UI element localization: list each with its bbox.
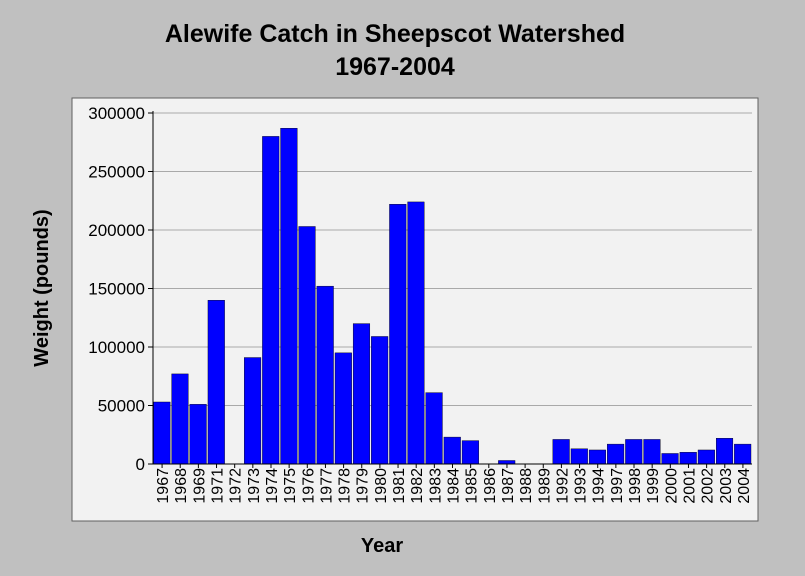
bar-1992 [552, 439, 570, 465]
bar-1968 [171, 373, 189, 465]
y-tick-label: 100000 [88, 338, 145, 357]
x-tick-label-1999: 1999 [645, 468, 662, 504]
axes [148, 111, 752, 468]
bar-1973 [244, 357, 262, 465]
x-tick-label-1986: 1986 [482, 468, 499, 504]
x-tick-label-1982: 1982 [409, 468, 426, 504]
bar-1983 [425, 392, 443, 465]
bar-1994 [588, 449, 606, 465]
y-axis-label: Weight (pounds) [31, 209, 53, 366]
x-tick-label-1993: 1993 [573, 468, 590, 504]
bar-1975 [280, 128, 298, 465]
bar-1969 [189, 404, 207, 465]
bar-2004 [734, 443, 752, 465]
x-tick-label-1987: 1987 [500, 468, 517, 504]
x-tick-label-1973: 1973 [246, 468, 263, 504]
grid-lines [153, 112, 752, 406]
x-tick-label-1978: 1978 [337, 468, 354, 504]
bar-1979 [352, 323, 371, 465]
x-tick-label-1979: 1979 [355, 468, 372, 504]
bar-2003 [715, 438, 734, 465]
x-tick-label-1984: 1984 [446, 468, 463, 504]
x-tick-labels: 1967 1968 1969 1971 1972 1973 1974 1975 1976 1977… [155, 468, 753, 504]
bar-1984 [443, 436, 461, 465]
bar-1981 [389, 204, 407, 465]
bar-2001 [679, 452, 697, 465]
bar-1978 [334, 352, 352, 465]
chart-title-line-2: 1967-2004 [335, 53, 455, 81]
bar-2002 [697, 449, 715, 465]
x-tick-label-1989: 1989 [536, 468, 553, 504]
y-tick-labels: 0 50000 100000 150000 200000 250000 300000 [88, 104, 145, 474]
x-tick-label-1994: 1994 [591, 468, 608, 504]
bars [153, 128, 752, 465]
x-tick-label-1976: 1976 [300, 468, 317, 504]
x-tick-label-1972: 1972 [228, 468, 245, 504]
x-tick-label-1988: 1988 [518, 468, 535, 504]
x-tick-label-1967: 1967 [155, 468, 172, 504]
y-tick-label: 0 [136, 455, 145, 474]
bar-1998 [625, 439, 643, 465]
x-tick-label-1985: 1985 [464, 468, 481, 504]
x-tick-label-1968: 1968 [173, 468, 190, 504]
bar-1982 [407, 201, 425, 465]
x-tick-label-2000: 2000 [663, 468, 680, 504]
bar-1999 [643, 439, 661, 465]
x-tick-label-1975: 1975 [282, 468, 299, 504]
y-tick-label: 50000 [98, 397, 145, 416]
x-tick-label-1997: 1997 [609, 468, 626, 504]
x-tick-label-1983: 1983 [427, 468, 444, 504]
y-tick-label: 150000 [88, 280, 145, 299]
x-tick-label-1971: 1971 [210, 468, 227, 504]
x-tick-label-2004: 2004 [736, 468, 753, 504]
x-tick-label-1998: 1998 [627, 468, 644, 504]
y-tick-label: 200000 [88, 221, 145, 240]
x-tick-label-1974: 1974 [264, 468, 281, 504]
x-tick-label-1981: 1981 [391, 468, 408, 504]
x-tick-label-1980: 1980 [373, 468, 390, 504]
chart-title: Alewife Catch in Sheepscot Watershed 196… [0, 18, 790, 84]
x-tick-label-1969: 1969 [191, 468, 208, 504]
x-tick-label-2003: 2003 [718, 468, 735, 504]
bar-2000 [661, 453, 679, 465]
y-tick-label: 250000 [88, 163, 145, 182]
bar-1976 [298, 226, 316, 465]
bar-1980 [371, 336, 389, 465]
x-axis-label: Year [361, 535, 403, 557]
chart-title-line-1: Alewife Catch in Sheepscot Watershed [164, 20, 626, 48]
bar-1974 [262, 136, 280, 465]
y-tick-label: 300000 [88, 104, 145, 123]
bar-1993 [570, 448, 588, 465]
x-tick-label-2002: 2002 [700, 468, 717, 504]
x-tick-label-1977: 1977 [318, 468, 335, 504]
bar-1987 [498, 460, 516, 465]
x-tick-label-2001: 2001 [681, 468, 698, 504]
bar-1971 [207, 300, 225, 465]
bar-1967 [153, 401, 171, 465]
bar-1985 [461, 440, 479, 465]
x-tick-label-1992: 1992 [554, 468, 571, 504]
bar-1997 [607, 443, 625, 465]
bar-1977 [316, 285, 334, 465]
